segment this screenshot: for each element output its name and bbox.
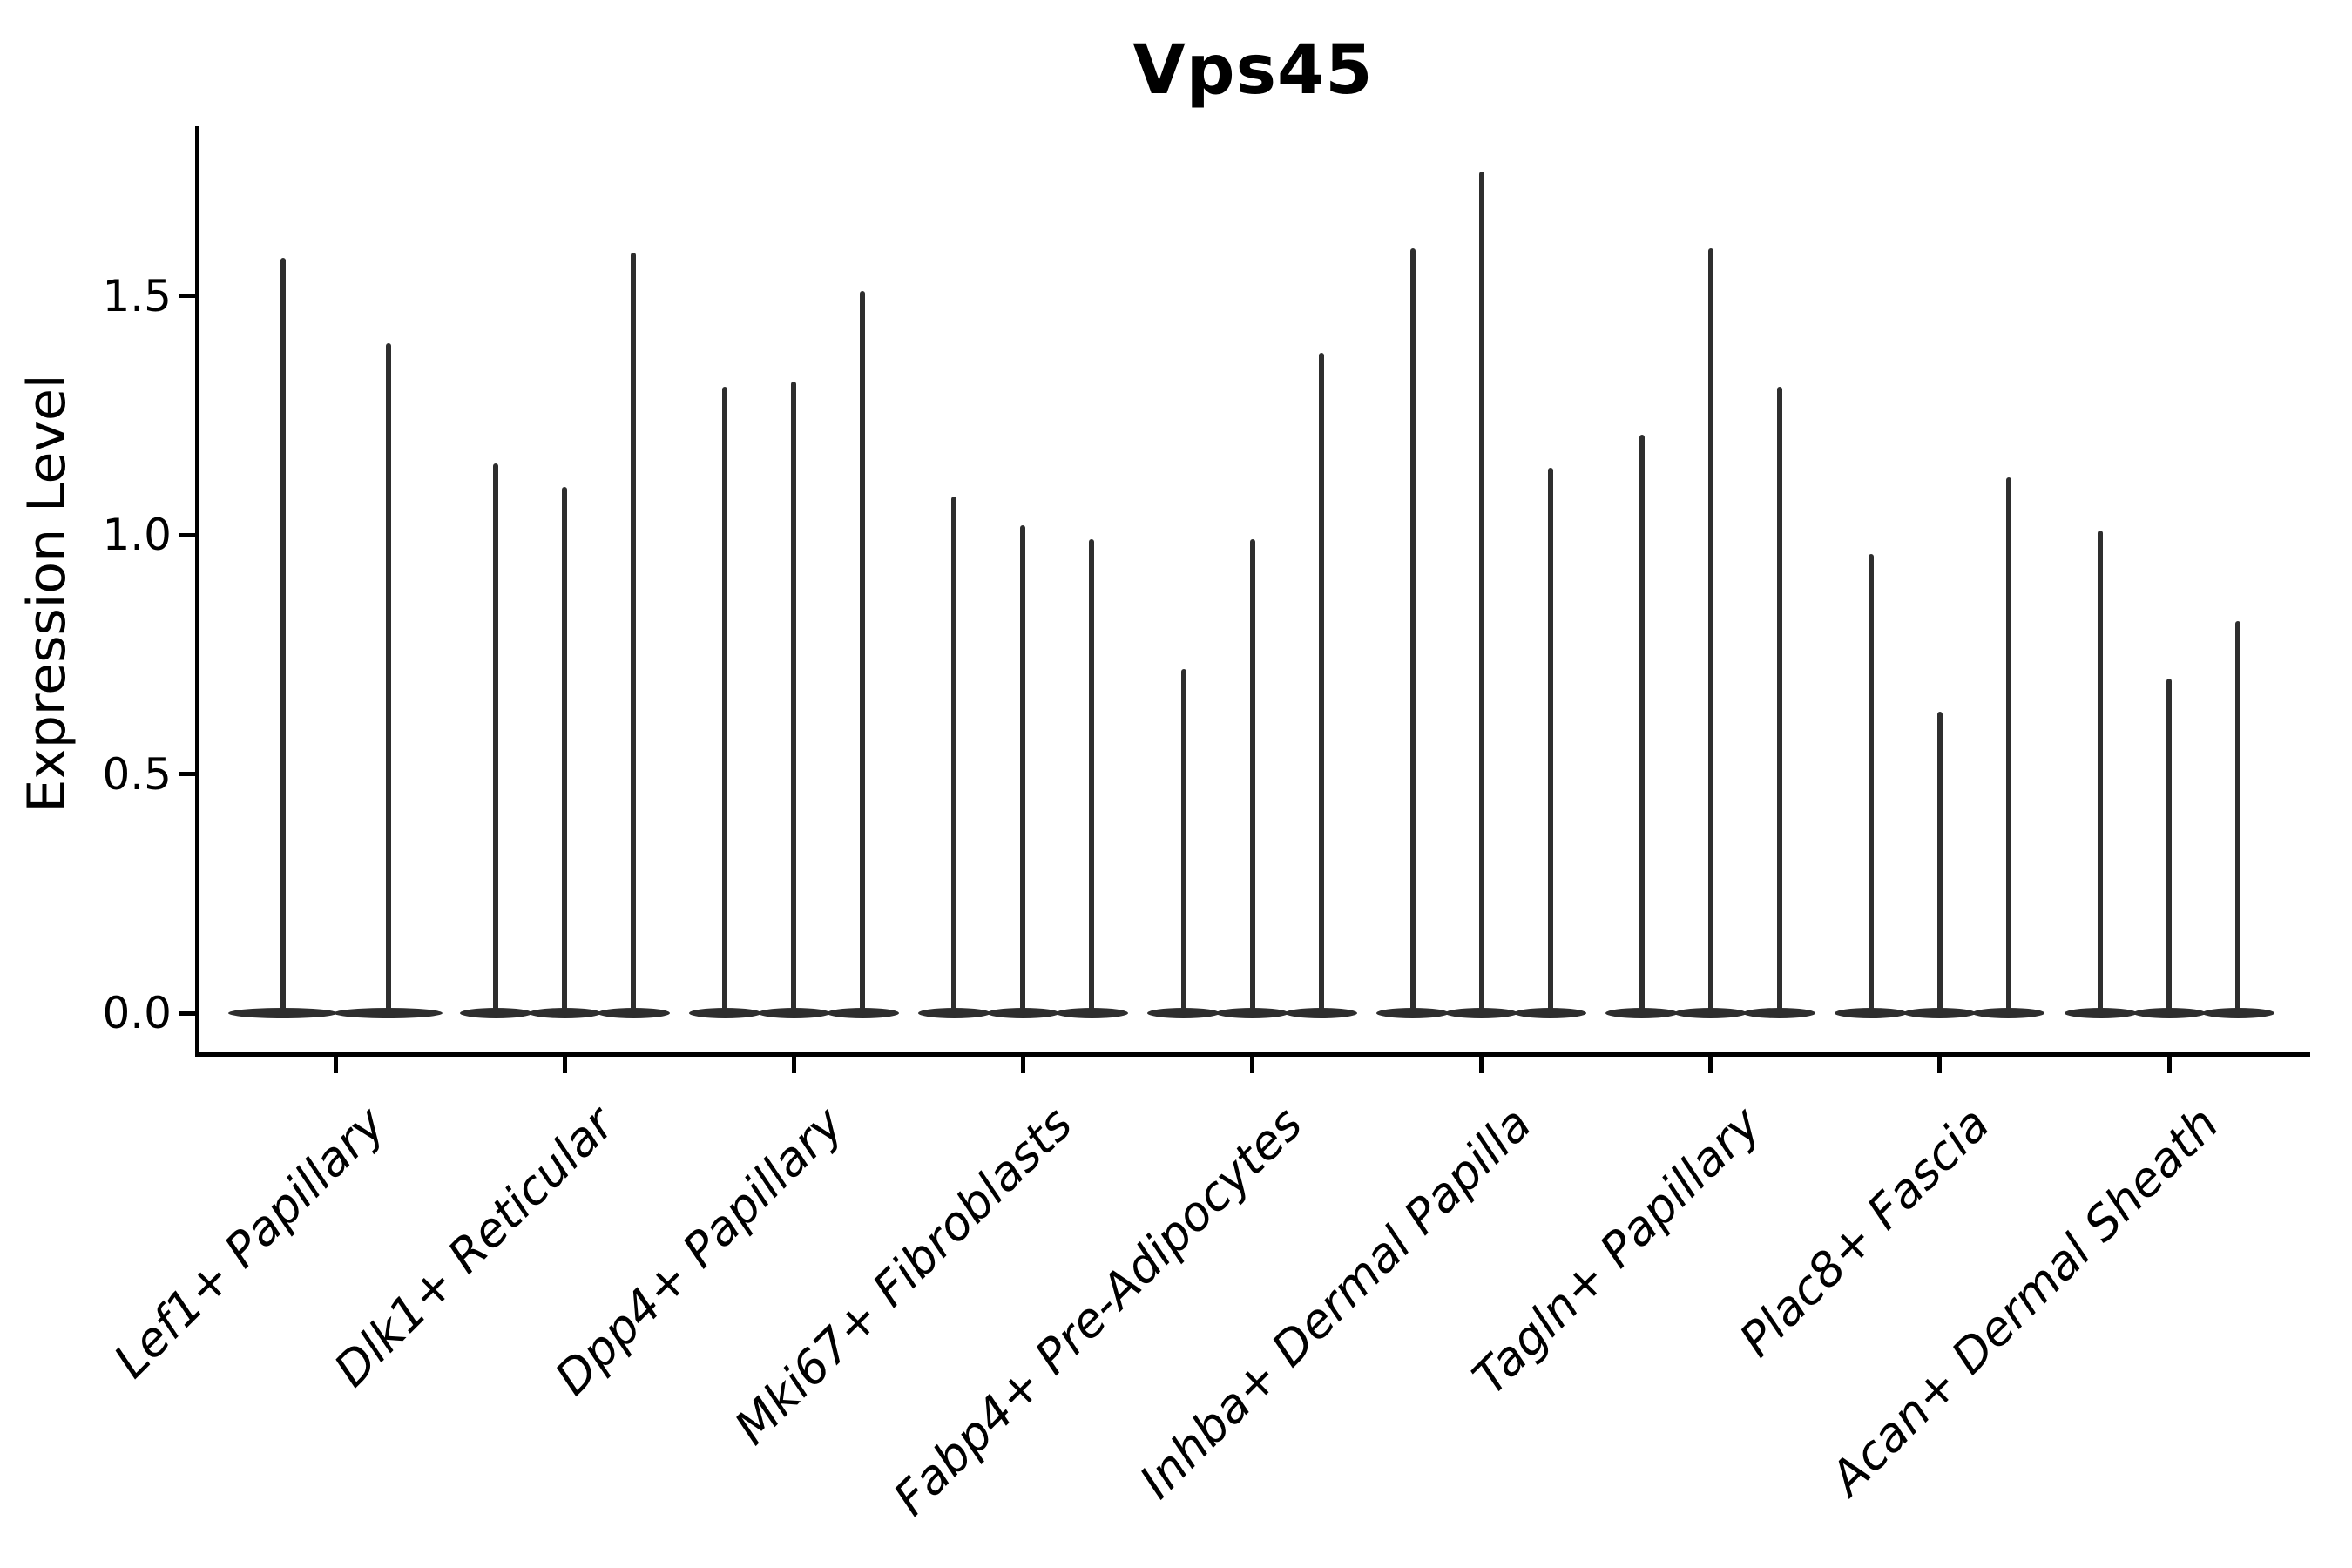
violin-spike xyxy=(631,253,637,1016)
y-axis-spine xyxy=(195,126,199,1057)
violin-spike xyxy=(791,382,797,1016)
x-tick-label: Acan+ Dermal Sheath xyxy=(1820,1096,2230,1506)
violin-spike xyxy=(1868,553,1874,1016)
violin-spike xyxy=(722,386,728,1016)
x-tick-mark xyxy=(562,1054,567,1073)
violin-spike xyxy=(1707,247,1713,1016)
violin-spike xyxy=(951,497,957,1016)
x-tick-label: Fabp4+ Pre-Adipocytes xyxy=(882,1096,1313,1526)
x-tick-mark xyxy=(2166,1054,2172,1073)
violin-spike xyxy=(2098,530,2103,1016)
y-tick-mark xyxy=(179,532,198,537)
chart-title: Vps45 xyxy=(1132,31,1374,110)
violin-spike xyxy=(2235,620,2240,1016)
x-tick-mark xyxy=(1937,1054,1943,1073)
y-tick-mark xyxy=(179,294,198,298)
violin-spike xyxy=(1409,247,1416,1016)
y-tick-label: 0.5 xyxy=(102,748,172,800)
violin-spike xyxy=(385,343,391,1016)
violin-spike xyxy=(280,257,286,1016)
violin-spike xyxy=(1547,468,1553,1016)
y-tick-label: 1.0 xyxy=(102,510,172,560)
x-tick-mark xyxy=(1479,1054,1484,1073)
violin-spike xyxy=(1639,434,1645,1016)
y-tick-mark xyxy=(179,1010,198,1016)
x-tick-mark xyxy=(1020,1054,1025,1073)
x-tick-mark xyxy=(1708,1054,1713,1073)
violin-spike xyxy=(1478,171,1484,1016)
x-tick-mark xyxy=(1250,1054,1254,1073)
y-tick-label: 0.0 xyxy=(102,988,172,1038)
y-tick-label: 1.5 xyxy=(102,270,172,321)
x-tick-mark xyxy=(791,1054,796,1073)
violin-spike xyxy=(1089,539,1095,1016)
violin-spike xyxy=(2005,477,2011,1016)
x-tick-label: Plac8+ Fascia xyxy=(1728,1096,2000,1368)
violin-spike xyxy=(860,291,866,1016)
x-tick-mark xyxy=(333,1054,338,1073)
violin-spike xyxy=(562,487,568,1016)
violin-spike xyxy=(493,463,499,1016)
violin-spike xyxy=(1776,386,1782,1016)
violin-spike xyxy=(1020,525,1026,1016)
y-tick-mark xyxy=(179,772,198,776)
x-tick-label: Inhba+ Dermal Papilla xyxy=(1128,1096,1542,1510)
violin-spike xyxy=(1936,712,1943,1016)
violin-spike xyxy=(1318,353,1324,1016)
violin-spike xyxy=(2166,678,2172,1016)
violin-spike xyxy=(1180,668,1186,1016)
violin-spike xyxy=(1249,539,1255,1016)
